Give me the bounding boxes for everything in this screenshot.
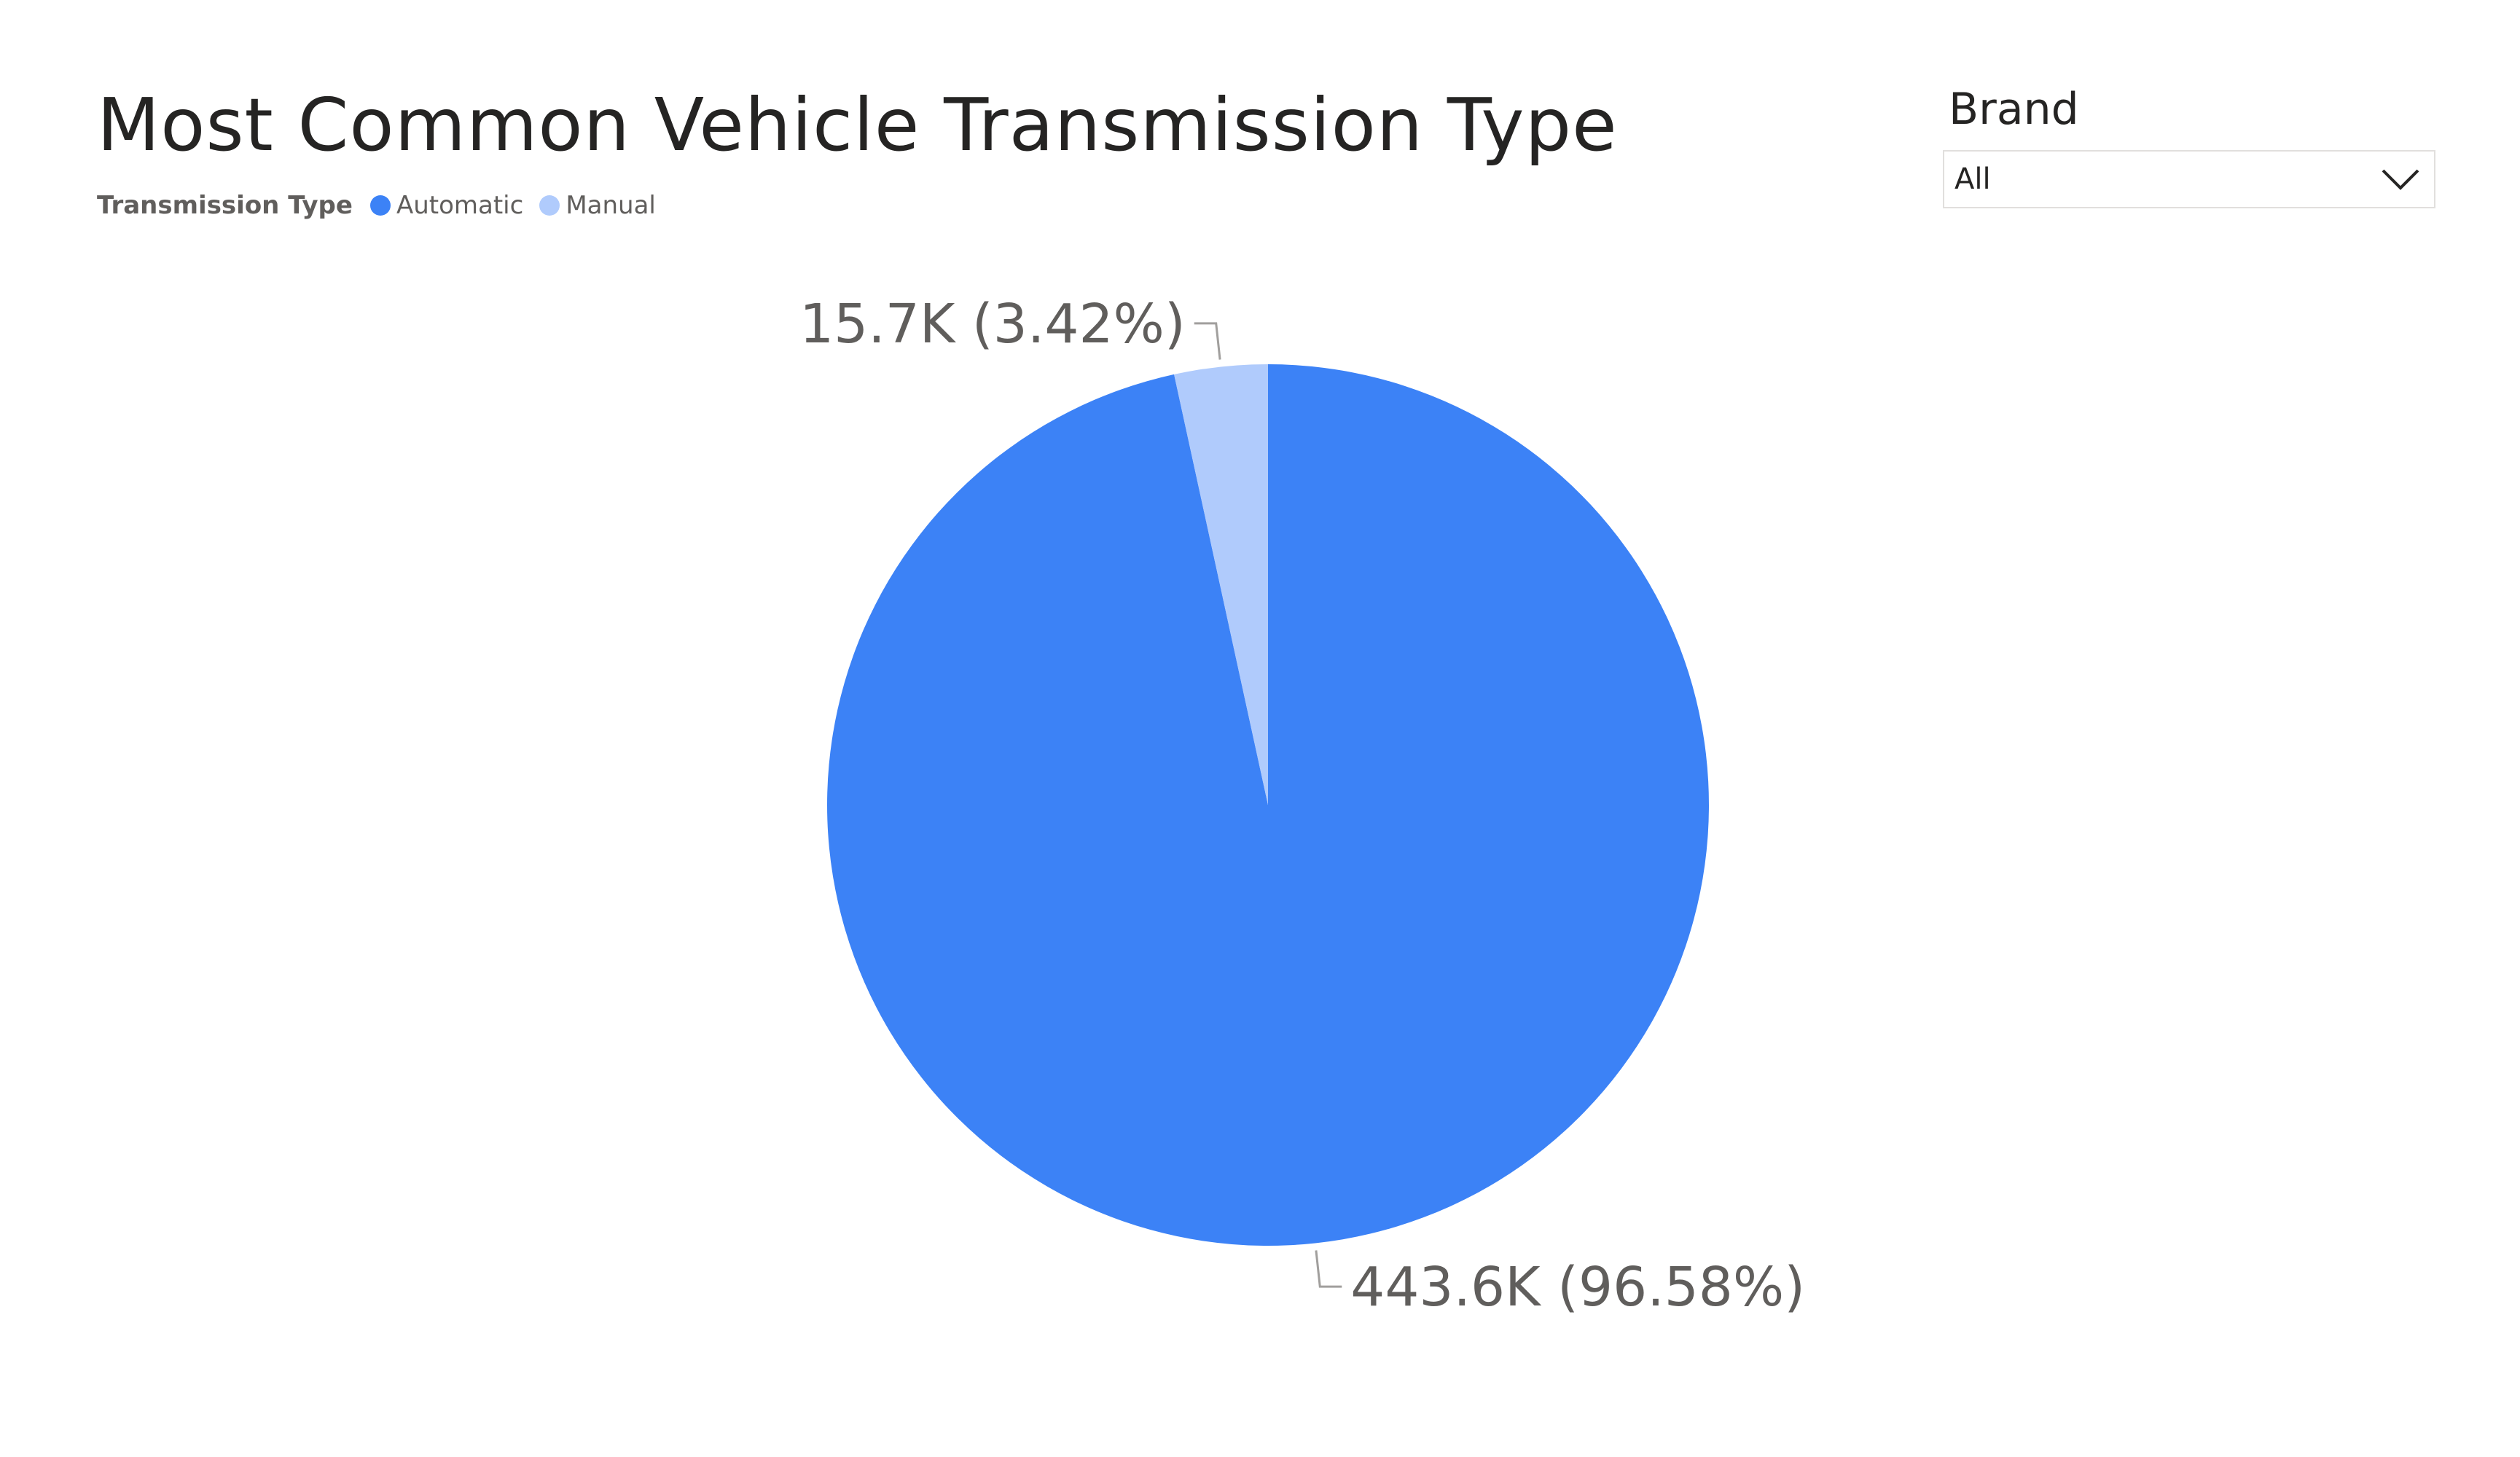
chevron-down-icon [2382,169,2419,190]
legend-label-manual: Manual [566,191,656,220]
slicer-title: Brand [1949,84,2079,135]
data-label-manual: 15.7K (3.42%) [799,293,1186,356]
legend-dot-automatic [369,195,391,216]
brand-dropdown[interactable]: All [1943,150,2435,208]
chart-legend: Transmission Type Automatic Manual [97,188,672,223]
pie-slice-automatic[interactable] [826,364,1709,1246]
legend-title: Transmission Type [97,191,353,220]
leader-line-automatic [1315,1250,1342,1288]
chart-title: Most Common Vehicle Transmission Type [97,82,1618,168]
legend-item-automatic[interactable]: Automatic [369,191,524,220]
data-label-automatic: 443.6K (96.58%) [1350,1256,1805,1319]
legend-label-automatic: Automatic [396,191,524,220]
leader-line-manual [1194,322,1221,360]
legend-dot-manual [539,195,560,216]
brand-dropdown-value: All [1954,162,1991,196]
legend-item-manual[interactable]: Manual [539,191,656,220]
brand-slicer: Brand All [1943,80,2435,208]
pie-slice-manual[interactable] [1174,364,1268,805]
